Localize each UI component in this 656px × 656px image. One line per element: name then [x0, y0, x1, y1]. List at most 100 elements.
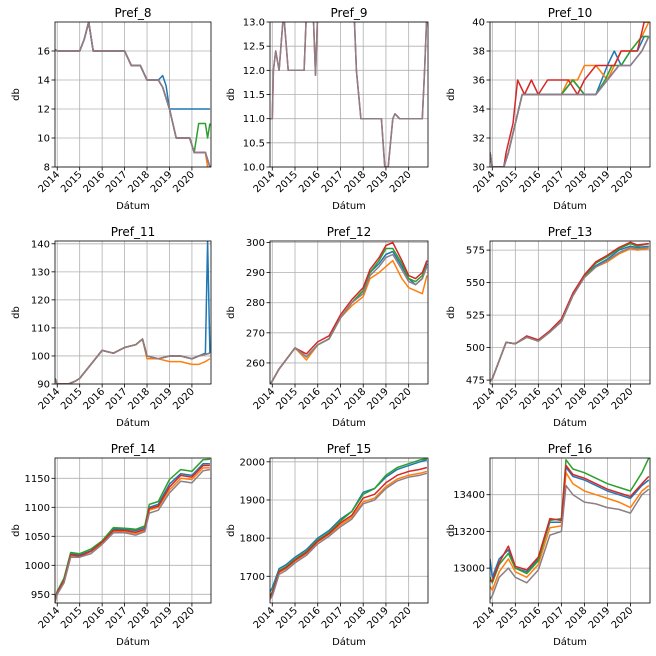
x-axis-label: Dátum [332, 417, 366, 429]
panel-title: Pref_14 [111, 442, 156, 456]
series-group [490, 22, 650, 167]
y-tick-label: 38 [472, 47, 485, 58]
axes-frame [269, 457, 429, 604]
y-tick-label: 10.5 [243, 138, 265, 149]
y-tick-label: 8 [44, 163, 50, 174]
axes-frame [269, 240, 429, 385]
y-axis-label: db [11, 88, 22, 101]
y-tick-label: 575 [466, 246, 485, 257]
panel-title: Pref_8 [115, 6, 152, 20]
x-axis-label: Dátum [116, 200, 150, 212]
y-tick-label: 950 [31, 590, 50, 601]
y-tick-label: 12.5 [243, 42, 265, 53]
x-axis-label: Dátum [116, 417, 150, 429]
series-line [270, 459, 428, 592]
series-group [490, 458, 650, 600]
y-tick-label: 1700 [240, 572, 265, 583]
series-group [270, 241, 428, 384]
y-tick-label: 1900 [240, 495, 265, 506]
series-line [270, 458, 428, 596]
series-line [55, 468, 211, 603]
y-axis-label: db [226, 88, 237, 101]
axes-frame [54, 240, 212, 385]
y-tick-label: 11.0 [243, 114, 265, 125]
series-line [490, 246, 649, 382]
y-tick-label: 260 [246, 358, 265, 369]
y-tick-label: 32 [472, 134, 485, 145]
series-line [490, 22, 649, 167]
y-tick-label: 13.0 [243, 18, 265, 29]
axes-frame [54, 457, 212, 604]
axes-frame [489, 240, 651, 385]
x-axis-label: Dátum [116, 636, 150, 648]
series-group [55, 22, 211, 167]
axes-frame [489, 21, 651, 168]
panel-title: Pref_15 [327, 442, 372, 456]
y-tick-label: 40 [472, 18, 485, 29]
y-tick-label: 110 [31, 323, 50, 334]
y-tick-label: 11.5 [243, 90, 265, 101]
y-tick-label: 130 [31, 267, 50, 278]
y-tick-label: 12.0 [243, 66, 265, 77]
y-axis-label: db [446, 524, 457, 537]
panel-title: Pref_13 [548, 225, 593, 239]
y-tick-label: 550 [466, 278, 485, 289]
series-line [490, 464, 650, 582]
panel-title: Pref_10 [548, 6, 593, 20]
series-group [55, 241, 211, 384]
y-tick-label: 290 [246, 268, 265, 279]
series-line [270, 472, 428, 600]
series-group [55, 458, 211, 603]
y-tick-label: 300 [246, 238, 265, 249]
series-group [270, 22, 428, 167]
y-tick-label: 10.0 [243, 163, 265, 174]
panel-title: Pref_12 [327, 225, 372, 239]
y-tick-label: 16 [37, 47, 50, 58]
y-axis-label: db [11, 306, 22, 319]
y-tick-label: 2000 [240, 457, 265, 468]
series-line [270, 466, 428, 598]
series-line [270, 22, 428, 167]
y-tick-label: 12 [37, 105, 50, 116]
x-axis-label: Dátum [553, 636, 587, 648]
y-tick-label: 90 [37, 380, 50, 391]
axes-frame [489, 457, 651, 604]
x-axis-label: Dátum [553, 417, 587, 429]
panel-title: Pref_11 [111, 225, 156, 239]
y-tick-label: 500 [466, 343, 485, 354]
y-tick-label: 13400 [453, 490, 485, 501]
axes-frame [269, 21, 429, 168]
x-axis-label: Dátum [332, 636, 366, 648]
series-line [490, 36, 650, 167]
y-axis-label: db [226, 306, 237, 319]
y-tick-label: 34 [472, 105, 485, 116]
y-tick-label: 36 [472, 76, 485, 87]
series-line [55, 22, 211, 167]
series-line [490, 484, 650, 600]
y-tick-label: 475 [466, 376, 485, 387]
y-tick-label: 1800 [240, 534, 265, 545]
y-tick-label: 1150 [25, 474, 50, 485]
y-axis-label: db [226, 524, 237, 537]
y-axis-label: db [11, 524, 22, 537]
panel-title: Pref_16 [548, 442, 593, 456]
y-tick-label: 1050 [25, 532, 50, 543]
series-group [490, 241, 649, 382]
x-axis-label: Dátum [332, 200, 366, 212]
y-tick-label: 1000 [25, 561, 50, 572]
y-tick-label: 10 [37, 134, 50, 145]
x-axis-label: Dátum [553, 200, 587, 212]
y-tick-label: 13000 [453, 564, 485, 575]
axes-frame [54, 21, 212, 168]
y-tick-label: 30 [472, 163, 485, 174]
series-group [270, 458, 428, 600]
series-line [55, 338, 211, 384]
y-tick-label: 1100 [25, 503, 50, 514]
y-tick-label: 13200 [453, 527, 485, 538]
panel-title: Pref_9 [331, 6, 368, 20]
y-tick-label: 14 [37, 76, 50, 87]
y-tick-label: 270 [246, 328, 265, 339]
y-axis-label: db [446, 306, 457, 319]
y-tick-label: 525 [466, 311, 485, 322]
